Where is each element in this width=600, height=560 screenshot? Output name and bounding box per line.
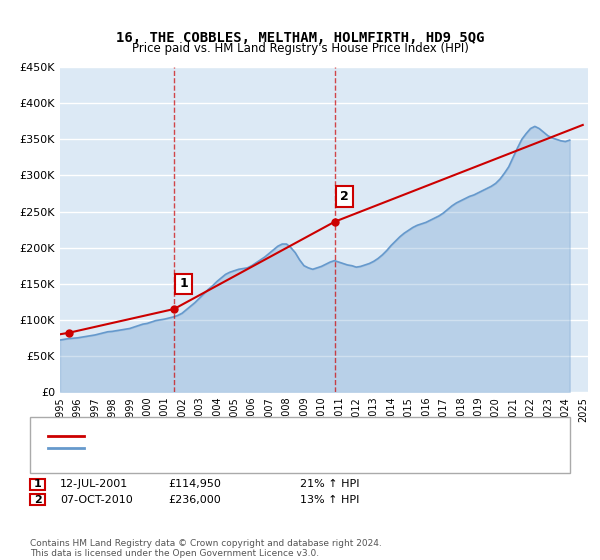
- Text: 2: 2: [34, 494, 41, 505]
- Text: 21% ↑ HPI: 21% ↑ HPI: [300, 479, 359, 489]
- Text: £236,000: £236,000: [168, 494, 221, 505]
- Text: HPI: Average price, detached house, Kirklees: HPI: Average price, detached house, Kirk…: [90, 443, 325, 453]
- Text: 16, THE COBBLES, MELTHAM, HOLMFIRTH, HD9 5QG (detached house): 16, THE COBBLES, MELTHAM, HOLMFIRTH, HD9…: [90, 431, 455, 441]
- Text: Price paid vs. HM Land Registry's House Price Index (HPI): Price paid vs. HM Land Registry's House …: [131, 42, 469, 55]
- Text: 1: 1: [179, 277, 188, 291]
- Text: 12-JUL-2001: 12-JUL-2001: [60, 479, 128, 489]
- Text: Contains HM Land Registry data © Crown copyright and database right 2024.
This d: Contains HM Land Registry data © Crown c…: [30, 539, 382, 558]
- Text: 16, THE COBBLES, MELTHAM, HOLMFIRTH, HD9 5QG: 16, THE COBBLES, MELTHAM, HOLMFIRTH, HD9…: [116, 31, 484, 45]
- Text: 07-OCT-2010: 07-OCT-2010: [60, 494, 133, 505]
- Text: £114,950: £114,950: [168, 479, 221, 489]
- Text: 2: 2: [340, 190, 349, 203]
- Text: 13% ↑ HPI: 13% ↑ HPI: [300, 494, 359, 505]
- Text: 1: 1: [34, 479, 41, 489]
